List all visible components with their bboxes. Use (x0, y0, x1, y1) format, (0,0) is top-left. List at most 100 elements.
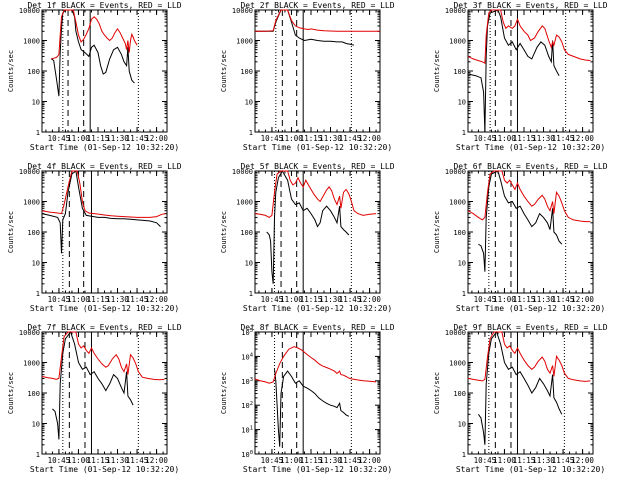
x-tick-label: 10:45 (474, 134, 497, 143)
panel-title: Det 1f BLACK = Events, RED = LLD (27, 1, 181, 10)
y-tick-label: 10000 (445, 7, 466, 15)
x-tick-label: 10:45 (261, 456, 284, 465)
y-tick-label: 1000 (236, 199, 253, 207)
x-axis-label: Start Time (01-Sep-12 10:32:20) (243, 304, 392, 313)
series-lld (467, 331, 591, 382)
y-axis-label: Counts/sec (220, 372, 228, 414)
x-tick-label: 12:00 (145, 456, 168, 465)
y-tick-label: 10000 (19, 168, 40, 176)
y-tick-label: 10 (245, 99, 253, 107)
y-tick-label: 1000 (449, 360, 466, 368)
series-lld (41, 170, 166, 218)
y-axis-label: Counts/sec (220, 50, 228, 92)
y-tick-label: 1 (462, 129, 466, 137)
x-axis-label: Start Time (01-Sep-12 10:32:20) (30, 304, 179, 313)
y-tick-label: 10000 (19, 7, 40, 15)
y-tick-label: 10 (458, 421, 466, 429)
series-events (274, 369, 350, 447)
series-events (467, 9, 560, 133)
plot-frame (41, 331, 168, 455)
x-axis-label: Start Time (01-Sep-12 10:32:20) (243, 143, 392, 152)
y-tick-label: 100 (27, 390, 40, 398)
x-tick-label: 11:30 (106, 456, 129, 465)
series-lld (50, 9, 138, 60)
x-tick-label: 12:00 (358, 456, 381, 465)
y-tick-label: 100 (27, 68, 40, 76)
y-tick-label: 10000 (445, 329, 466, 337)
x-tick-label: 11:00 (280, 456, 303, 465)
y-tick-label: 100 (240, 68, 253, 76)
x-tick-label: 11:00 (493, 295, 516, 304)
y-tick-label: 1 (36, 290, 40, 298)
y-tick-label: 10000 (445, 168, 466, 176)
x-tick-label: 11:15 (87, 456, 110, 465)
x-tick-label: 11:00 (67, 295, 90, 304)
y-tick-label: 105 (241, 328, 253, 337)
x-tick-label: 11:30 (319, 134, 342, 143)
x-tick-label: 11:00 (67, 134, 90, 143)
y-tick-label: 1 (249, 290, 253, 298)
y-tick-label: 100 (453, 68, 466, 76)
x-tick-label: 11:30 (106, 134, 129, 143)
y-tick-label: 10000 (232, 7, 253, 15)
y-tick-label: 1000 (23, 38, 40, 46)
x-axis-label: Start Time (01-Sep-12 10:32:20) (456, 465, 605, 474)
series-events (478, 170, 563, 272)
x-tick-label: 11:30 (106, 295, 129, 304)
series-events (41, 170, 161, 254)
panel-det-4: Det 4f BLACK = Events, RED = LLD 1 10 100 10… (7, 162, 182, 313)
x-tick-label: 11:15 (87, 134, 110, 143)
y-tick-label: 100 (453, 229, 466, 237)
x-axis-label: Start Time (01-Sep-12 10:32:20) (30, 465, 179, 474)
series-events (266, 169, 350, 284)
x-axis-label: Start Time (01-Sep-12 10:32:20) (243, 465, 392, 474)
x-tick-label: 11:15 (300, 134, 323, 143)
y-tick-label: 10 (32, 99, 40, 107)
x-tick-label: 11:00 (280, 295, 303, 304)
series-events (255, 9, 355, 46)
panel-det-8: Det 8f BLACK = Events, RED = LLD 100 101 10… (220, 323, 395, 474)
y-tick-label: 10 (245, 260, 253, 268)
series-lld (467, 9, 591, 65)
x-tick-label: 10:45 (474, 295, 497, 304)
panel-title: Det 9f BLACK = Events, RED = LLD (453, 323, 607, 332)
panel-det-7: Det 7f BLACK = Events, RED = LLD 1 10 100 10… (7, 323, 182, 474)
panel-det-3: Det 3f BLACK = Events, RED = LLD 1 10 100 10… (433, 1, 608, 152)
x-tick-label: 11:30 (532, 134, 555, 143)
x-tick-label: 11:45 (126, 295, 149, 304)
y-axis-label: Counts/sec (7, 372, 15, 414)
panel-title: Det 8f BLACK = Events, RED = LLD (240, 323, 394, 332)
panel-title: Det 4f BLACK = Events, RED = LLD (27, 162, 181, 171)
y-axis-label: Counts/sec (220, 211, 228, 253)
y-tick-label: 100 (453, 390, 466, 398)
series-lld (254, 346, 377, 384)
series-lld (41, 331, 165, 381)
panel-title: Det 5f BLACK = Events, RED = LLD (240, 162, 394, 171)
x-tick-label: 11:30 (532, 456, 555, 465)
x-tick-label: 10:45 (48, 295, 71, 304)
x-tick-label: 12:00 (145, 295, 168, 304)
x-tick-label: 12:00 (358, 295, 381, 304)
x-tick-label: 11:45 (552, 134, 575, 143)
y-tick-label: 1000 (23, 199, 40, 207)
panel-det-5: Det 5f BLACK = Events, RED = LLD 1 10 100 10… (220, 162, 395, 313)
x-tick-label: 10:45 (261, 134, 284, 143)
x-tick-label: 11:30 (319, 456, 342, 465)
x-tick-label: 11:15 (513, 134, 536, 143)
y-axis-label: Counts/sec (433, 50, 441, 92)
y-axis-label: Counts/sec (7, 50, 15, 92)
x-tick-label: 10:45 (261, 295, 284, 304)
plot-frame (254, 331, 381, 455)
x-tick-label: 11:00 (280, 134, 303, 143)
y-tick-label: 10000 (19, 329, 40, 337)
x-tick-label: 11:00 (493, 456, 516, 465)
y-tick-label: 10 (458, 260, 466, 268)
y-tick-label: 1000 (23, 360, 40, 368)
x-tick-label: 11:15 (300, 295, 323, 304)
y-tick-label: 10 (458, 99, 466, 107)
panel-title: Det 3f BLACK = Events, RED = LLD (453, 1, 607, 10)
y-tick-label: 1 (249, 129, 253, 137)
series-lld (467, 170, 591, 223)
x-tick-label: 11:15 (513, 456, 536, 465)
